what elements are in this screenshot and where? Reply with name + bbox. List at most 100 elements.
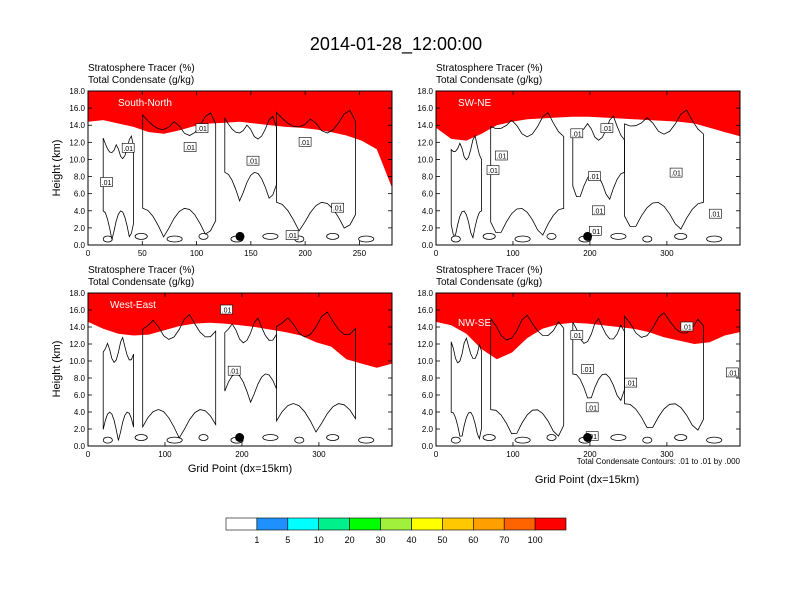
y-tick-label: 4.0 (74, 207, 86, 216)
y-tick-label: 10.0 (69, 155, 85, 164)
colorbar-label: 30 (375, 535, 385, 545)
y-tick-label: 4.0 (74, 408, 86, 417)
y-tick-label: 18.0 (417, 289, 433, 298)
colorbar-swatch (411, 517, 443, 531)
contour-label-box (709, 208, 722, 219)
contour-label: .01 (570, 330, 584, 340)
contour-label: .01 (246, 155, 260, 166)
colorbar-label: 70 (499, 535, 509, 545)
contour-label-box (195, 123, 209, 133)
panel-header-tracer: Stratosphere Tracer (%) (88, 63, 195, 74)
panel-name: SW-NE (458, 98, 491, 109)
condensate-contour-low (514, 436, 531, 444)
condensate-contour-low (198, 232, 209, 240)
y-tick-label: 18.0 (69, 289, 85, 298)
colorbar: 1 5 10 20 30 40 50 60 70 100 (225, 517, 567, 545)
location-marker (235, 231, 245, 241)
contour-labels: .01 .01 .01 .01 .01 .01 .01 .01 .01 (486, 123, 722, 236)
x-axis-ticks: 0 100 200 300 (434, 91, 674, 258)
condensate-contour-low (358, 235, 375, 243)
contour-label-text: .01 (229, 369, 239, 376)
panel-name: West-East (110, 300, 156, 311)
panel-header-condensate: Total Condensate (g/kg) (88, 277, 194, 288)
plot-frame (87, 90, 393, 246)
condensate-contour-low (642, 235, 653, 243)
y-tick-label: 0.0 (74, 241, 86, 250)
contour-label-text: .01 (572, 131, 582, 138)
colorbar-label: 1 (254, 535, 259, 545)
colorbar-label: 50 (437, 535, 447, 545)
y-tick-label: 16.0 (69, 306, 85, 315)
x-tick-label: 200 (298, 249, 312, 258)
y-axis-ticks: 0.0 2.0 4.0 6.0 8.0 10.0 12.0 14.0 16.0 18.0 (417, 87, 740, 250)
y-tick-label: 18.0 (69, 87, 85, 96)
condensate-contour-low (514, 235, 531, 243)
x-tick-label: 200 (583, 249, 597, 258)
contour-label-text: .01 (197, 126, 207, 133)
y-tick-label: 0.0 (422, 442, 434, 451)
condensate-contour-low (450, 235, 461, 243)
panel-sw-ne: Stratosphere Tracer (%) Total Condensate… (417, 63, 741, 258)
contour-label-box (585, 402, 599, 413)
contour-label-text: .01 (711, 212, 721, 219)
contour-labels: .01 .01 .01 .01 .01 .01 .01 .01 (100, 123, 345, 240)
contour-label-text: .01 (497, 154, 507, 161)
contour-labels: .01 .01 (220, 304, 241, 376)
condensate-contours (102, 109, 375, 243)
condensate-contour-low (134, 434, 148, 441)
contour-label-text: .01 (587, 405, 597, 412)
contour-label-text: .01 (583, 367, 593, 374)
tracer-bands (436, 91, 740, 141)
colorbar-label: 40 (406, 535, 416, 545)
contour-label-text: .01 (222, 308, 232, 315)
contour-label-box (486, 165, 500, 175)
contour-label-text: .01 (671, 171, 681, 178)
x-tick-label: 0 (434, 450, 439, 459)
location-marker (583, 433, 593, 442)
x-tick-label: 50 (138, 249, 147, 258)
x-tick-label: 150 (244, 249, 258, 258)
condensate-contour-low (358, 436, 375, 444)
contour-label-box (298, 137, 312, 147)
colorbar-swatch (349, 517, 381, 531)
colorbar-swatch (534, 517, 567, 531)
location-marker (235, 433, 245, 442)
y-tick-label: 10.0 (69, 357, 85, 366)
contour-label-text: .01 (587, 434, 597, 441)
y-tick-label: 8.0 (74, 173, 86, 182)
contour-label: .01 (669, 167, 683, 178)
contour-label-text: .01 (185, 145, 195, 152)
panel-name: South-North (118, 98, 172, 109)
tracer-band-max (436, 293, 740, 341)
y-tick-label: 4.0 (422, 207, 434, 216)
x-tick-label: 100 (158, 450, 172, 459)
contour-label-box (183, 142, 197, 152)
condensate-contour (624, 109, 704, 230)
contour-label: .01 (581, 364, 594, 374)
contour-label-text: .01 (626, 381, 636, 388)
contour-label-box (624, 377, 638, 388)
condensate-contour (102, 336, 134, 441)
condensate-contour-low (610, 434, 627, 441)
colorbar-swatch (472, 517, 505, 531)
y-tick-label: 12.0 (69, 340, 85, 349)
plot-area (88, 91, 392, 245)
contour-label-text: .01 (248, 159, 258, 166)
x-tick-label: 0 (86, 450, 91, 459)
y-tick-label: 8.0 (422, 173, 434, 182)
condensate-contour-low (294, 436, 305, 444)
condensate-contour-low (102, 436, 113, 444)
contour-label-text: .01 (602, 126, 612, 133)
y-axis-ticks: 0.0 2.0 4.0 6.0 8.0 10.0 12.0 14.0 16.0 18.0 (69, 87, 392, 250)
contour-label-box (570, 128, 584, 139)
contour-label: .01 (592, 205, 605, 215)
tracer-bands (436, 293, 740, 360)
contour-label: .01 (495, 150, 508, 161)
y-axis-label: Height (km) (51, 341, 63, 398)
contour-label-box (227, 365, 241, 376)
x-axis-label: Grid Point (dx=15km) (188, 463, 292, 475)
condensate-contour (276, 311, 356, 433)
contour-label: .01 (100, 177, 113, 187)
contour-labels: .01 .01 .01 .01 .01 .01 .01 (570, 321, 739, 441)
x-tick-label: 0 (434, 249, 439, 258)
